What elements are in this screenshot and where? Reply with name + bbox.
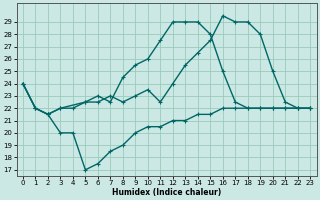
- X-axis label: Humidex (Indice chaleur): Humidex (Indice chaleur): [112, 188, 221, 197]
